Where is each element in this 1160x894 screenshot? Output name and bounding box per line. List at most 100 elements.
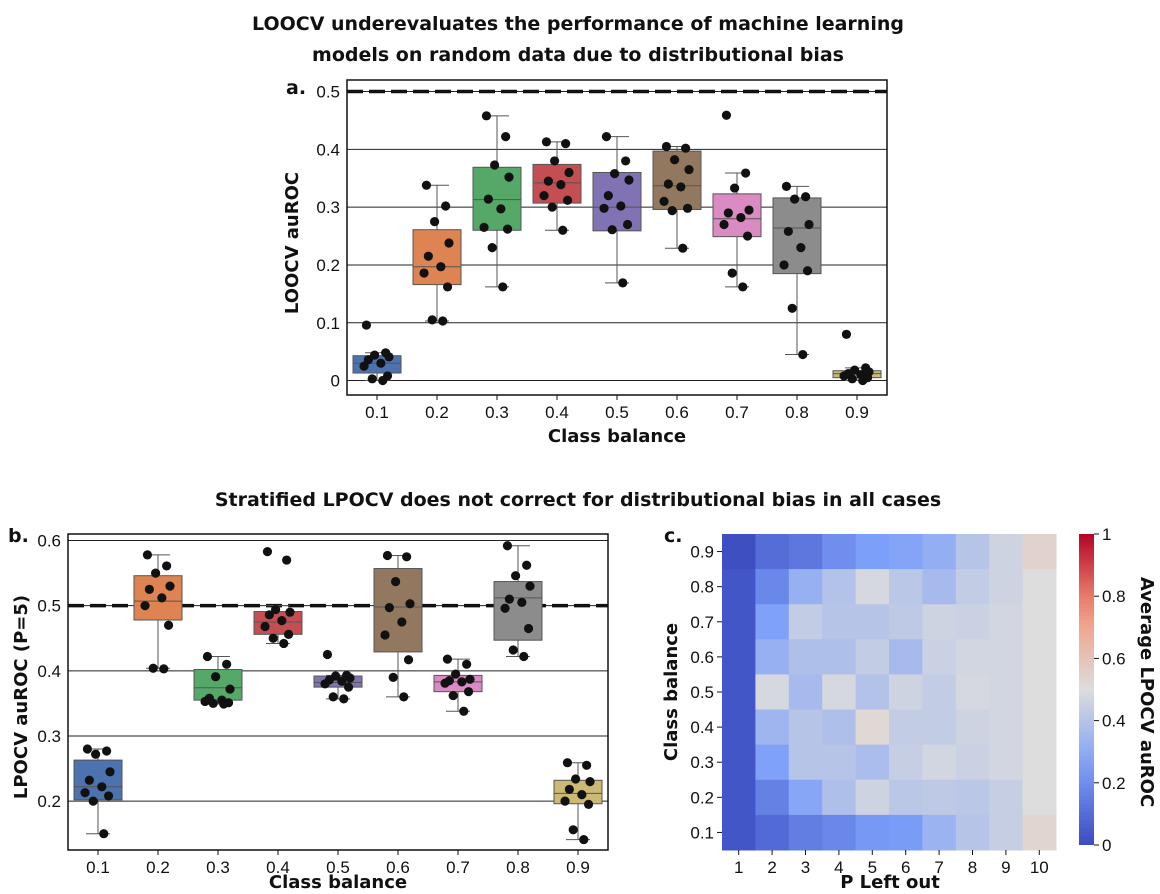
y-tick-label: 0.1 [690,823,714,842]
heatmap-cell [989,744,1024,781]
heatmap-cell [788,779,823,816]
y-tick-label: 0.6 [37,532,61,551]
data-point [847,374,857,384]
heatmap-cell [1022,639,1057,675]
y-tick-label: 0.5 [316,83,340,102]
colorbar-tick-label: 0.6 [1102,649,1126,668]
heatmap-cell [989,674,1024,711]
heatmap-cell [788,674,823,711]
data-point [208,698,218,709]
data-point [603,190,613,201]
chart-a-xlabel: Class balance [548,426,686,447]
data-point [151,568,161,578]
box-0.5 [313,649,363,704]
data-point [519,651,529,662]
data-point [436,262,446,272]
data-point [262,546,273,557]
chart-b-lpocv: 0.2 0.3 0.4 0.5 0.6 0.1 0.2 0.3 0.4 0.5 0.6 0.7 0.8 0… [37,532,609,877]
y-tick-label: 0.5 [37,597,61,616]
x-tick-label: 0.7 [725,403,749,422]
data-point [361,320,372,330]
data-point [91,749,101,759]
box-0.2 [412,180,462,326]
heatmap-cell [889,814,923,851]
data-point [721,110,732,120]
data-point [504,594,514,604]
heatmap-cell [855,674,890,711]
heatmap-cell [722,604,756,640]
data-point [601,132,612,142]
y-tick-label: 0.3 [316,198,340,217]
data-point [463,687,474,697]
data-point [508,645,518,655]
data-point [200,696,210,707]
data-point [140,601,150,611]
heatmap-cell [755,779,790,816]
data-point [384,603,394,613]
heatmap-cell [855,709,890,746]
box-0.4 [532,137,582,235]
colorbar-tick-label: 0.8 [1102,587,1126,606]
data-point [282,555,292,565]
data-point [376,358,386,368]
data-point [459,706,469,716]
heatmap-cell [722,639,756,675]
data-point [663,179,673,189]
box-0.8 [493,541,543,662]
heatmap-cell [722,674,756,711]
data-point [423,251,433,261]
data-point [779,260,789,270]
heatmap-cell [1022,744,1057,781]
box-0.9 [832,329,882,386]
chart-c-xlabel: P Left out [840,872,940,893]
x-tick-label: 0.8 [506,858,530,877]
data-point [610,169,620,179]
data-point [359,361,369,371]
heatmap-cell [822,674,857,711]
heatmap-cell [1022,604,1057,640]
heatmap-cell [922,639,957,675]
data-point [564,784,574,795]
data-point [222,659,232,669]
heatmap-cell [788,744,823,781]
data-point [490,160,500,170]
heatmap-cell [955,674,990,711]
data-point [88,796,98,806]
data-point [339,694,349,704]
heatmap-cell [955,639,990,675]
data-point [607,225,617,235]
data-point [504,172,514,182]
data-point [579,834,589,845]
heatmap-cell [889,779,923,816]
heatmap-cell [1022,534,1057,570]
data-point [577,790,587,800]
data-point [525,581,535,591]
x-tick-label: 9 [1001,858,1010,877]
x-tick-label: 0.5 [326,858,350,877]
chart-a-loocv: 0 0.1 0.2 0.3 0.4 0.5 0.1 0.2 0.3 0.4 0.5 0.6 0.7 0.8… [316,79,888,422]
data-point [367,374,377,384]
top-title-line1: LOOCV underevaluates the performance of … [252,13,904,35]
data-point [440,678,450,688]
heatmap-cell [1022,569,1057,605]
heatmap-cell [855,744,890,781]
data-point [684,164,694,175]
top-title-line2: models on random data due to distributio… [312,44,844,66]
data-point [103,791,114,801]
x-tick-label: 10 [1030,858,1049,877]
data-point [163,620,174,630]
heatmap-cell [922,744,957,781]
heatmap-cell [755,569,790,605]
data-point [719,219,729,230]
data-point [618,278,628,288]
heatmap-cell [889,709,923,746]
x-tick-label: 0.2 [425,403,449,422]
data-point [744,205,754,215]
data-point [345,673,355,683]
y-tick-label: 0.4 [690,718,714,737]
heatmap-cell [922,779,957,816]
heatmap-cell [1022,674,1057,711]
data-point [682,203,693,213]
data-point [225,684,235,694]
data-point [858,375,868,386]
